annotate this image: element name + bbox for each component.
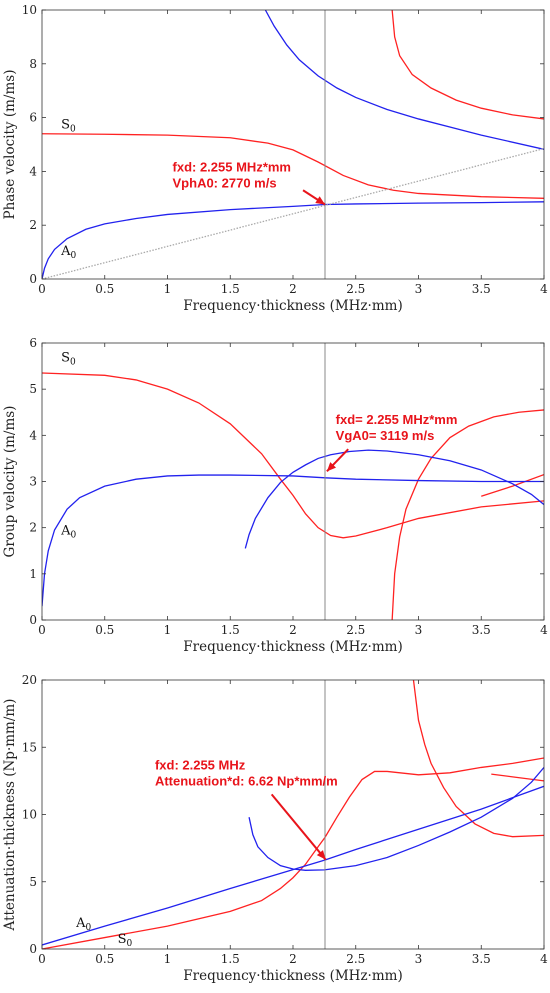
- series-line-0: [42, 757, 544, 949]
- y-tick-label: 8: [29, 57, 37, 71]
- x-tick-label: 0.5: [95, 282, 114, 296]
- x-tick-label: 3.5: [472, 282, 491, 296]
- series-line-1: [412, 680, 544, 838]
- annotation-text: fxd: 2.255 MHz*mm VphA0: 2770 m/s: [173, 159, 291, 190]
- y-tick-label: 2: [29, 218, 37, 232]
- x-axis-label: Frequency·thickness (MHz·mm): [183, 968, 402, 984]
- x-tick-label: 1.5: [221, 623, 240, 637]
- x-tick-label: 3.5: [472, 952, 491, 966]
- x-tick-label: 0: [38, 952, 46, 966]
- y-tick-label: 5: [29, 875, 37, 889]
- series-line-4: [244, 449, 544, 549]
- phase-velocity-chart: 0 0.5 1 1.5 2 2.5 3 3.5 4 0 2 4 6 8 10 Frequency·thickn…: [2, 3, 548, 314]
- group-velocity-chart: 0 0.5 1 1.5 2 2.5 3 3.5 4 0 1 2 3 4 5 6 Frequency·thickn…: [2, 336, 548, 655]
- series-line-3: [42, 785, 544, 946]
- y-tick-label: 2: [29, 521, 37, 535]
- x-tick-label: 4: [540, 623, 548, 637]
- x-tick-label: 4: [540, 282, 548, 296]
- x-axis-label: Frequency·thickness (MHz·mm): [183, 298, 402, 314]
- x-tick-label: 2: [289, 952, 297, 966]
- x-tick-label: 4: [540, 952, 548, 966]
- attenuation-chart: 0 0.5 1 1.5 2 2.5 3 3.5 4 0 5 10 15 20 Frequency·thick…: [2, 673, 548, 984]
- x-tick-label: 0: [38, 623, 46, 637]
- annotation-text: fxd= 2.255 MHz*mm VgA0= 3119 m/s: [336, 412, 458, 443]
- x-tick-label: 0.5: [95, 952, 114, 966]
- y-tick-label: 1: [29, 567, 37, 581]
- x-tick-label: 1: [164, 282, 172, 296]
- mode-label: A0: [75, 916, 91, 933]
- mode-label: S0: [61, 117, 76, 134]
- y-tick-label: 10: [22, 808, 37, 822]
- annotation-arrowhead: [316, 850, 326, 860]
- y-tick-label: 20: [22, 673, 37, 687]
- mode-label: S0: [61, 350, 76, 367]
- y-axis-label: Attenuation·thickness (Np·mm/m): [2, 699, 18, 932]
- x-tick-label: 2: [289, 623, 297, 637]
- plot-frame: [41, 679, 545, 950]
- y-tick-label: 3: [29, 475, 37, 489]
- y-tick-label: 5: [29, 382, 37, 396]
- y-tick-label: 6: [29, 111, 37, 125]
- mode-label: S0: [118, 932, 133, 949]
- y-tick-label: 4: [29, 428, 37, 442]
- y-tick-label: 4: [29, 164, 37, 178]
- y-tick-label: 0: [29, 272, 37, 286]
- y-tick-label: 0: [29, 942, 37, 956]
- plot-frame: [41, 9, 545, 280]
- y-tick-label: 10: [22, 3, 37, 17]
- x-tick-label: 2.5: [346, 282, 365, 296]
- x-tick-label: 2: [289, 282, 297, 296]
- y-axis-label: Phase velocity (m/ms): [2, 70, 18, 220]
- series-line-3: [42, 474, 544, 607]
- y-axis-label: Group velocity (m/ms): [2, 406, 18, 558]
- x-tick-label: 1.5: [221, 282, 240, 296]
- y-tick-label: 15: [22, 740, 37, 754]
- series-line-2: [42, 201, 544, 279]
- annotation-arrowhead: [326, 462, 337, 472]
- x-tick-label: 0: [38, 282, 46, 296]
- series-line-4: [248, 766, 544, 871]
- mode-label: A0: [60, 244, 76, 261]
- series-line-0: [42, 133, 544, 199]
- x-axis-label: Frequency·thickness (MHz·mm): [183, 639, 402, 655]
- series-line-1: [391, 10, 544, 120]
- x-tick-label: 1.5: [221, 952, 240, 966]
- series-line-3: [264, 10, 544, 150]
- series-line-0: [42, 372, 544, 539]
- x-tick-label: 0.5: [95, 623, 114, 637]
- x-tick-label: 3: [415, 952, 423, 966]
- y-tick-label: 0: [29, 613, 37, 627]
- x-tick-label: 2.5: [346, 952, 365, 966]
- series-line-4: [42, 147, 544, 279]
- series-line-1: [391, 409, 544, 620]
- x-tick-label: 3: [415, 282, 423, 296]
- annotation-arrow: [270, 793, 327, 861]
- x-tick-label: 2.5: [346, 623, 365, 637]
- x-tick-label: 3: [415, 623, 423, 637]
- annotation-text: fxd: 2.255 MHz Attenuation*d: 6.62 Np*mm/…: [155, 757, 338, 788]
- x-tick-label: 1: [164, 952, 172, 966]
- x-tick-label: 1: [164, 623, 172, 637]
- mode-label: A0: [60, 524, 76, 541]
- y-tick-label: 6: [29, 336, 37, 350]
- series-line-2: [481, 473, 544, 497]
- x-tick-label: 3.5: [472, 623, 491, 637]
- annotation-arrowhead: [315, 196, 326, 205]
